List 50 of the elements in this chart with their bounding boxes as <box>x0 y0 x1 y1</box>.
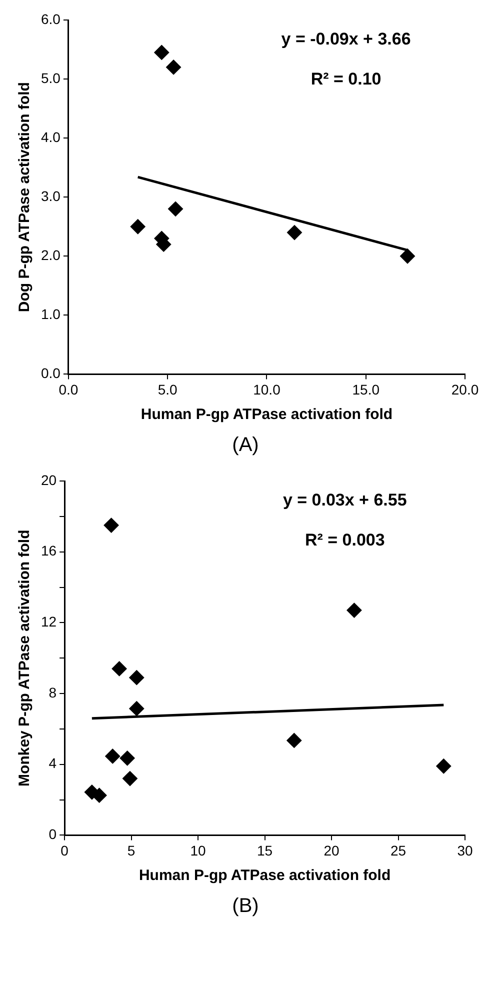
annotation: y = -0.09x + 3.66 <box>281 30 411 49</box>
x-tick-label: 20 <box>324 842 340 858</box>
text: (A) <box>231 434 260 457</box>
point <box>286 732 302 748</box>
x-tick-label: 20.0 <box>451 381 479 398</box>
x-tick-label: 10 <box>190 842 206 858</box>
y-tick-label: 8 <box>48 684 57 700</box>
point <box>105 748 120 764</box>
y-tick-label: 16 <box>40 542 57 559</box>
text: (B) <box>231 895 260 918</box>
point <box>154 44 170 60</box>
x-tick-label: 30 <box>457 842 473 858</box>
y-axis-title: Dog P-gp ATPase activation fold <box>16 82 34 312</box>
y-tick-label: 6.0 <box>40 10 61 27</box>
point <box>129 670 144 686</box>
point <box>168 201 184 216</box>
x-tick-label: 0.0 <box>58 381 78 398</box>
y-tick-label: 2.0 <box>40 246 61 263</box>
y-tick-label: 0.0 <box>40 365 61 382</box>
x-tick-label: 15.0 <box>352 381 380 398</box>
point <box>166 60 182 75</box>
y-tick-label: 3.0 <box>40 188 61 204</box>
point <box>122 771 138 786</box>
y-tick-label: 5.0 <box>40 70 61 86</box>
x-tick-label: 5.0 <box>158 381 178 398</box>
annotation: R² = 0.003 <box>304 530 385 550</box>
x-tick-label: 25 <box>390 842 406 858</box>
y-tick-label: 4 <box>48 755 57 772</box>
y-axis-title: Monkey P-gp ATPase activation fold <box>16 530 34 786</box>
point <box>400 248 415 264</box>
annotation: R² = 0.10 <box>310 70 382 89</box>
y-tick-label: 4.0 <box>40 128 61 145</box>
point <box>112 661 127 676</box>
point <box>104 518 119 533</box>
y-tick-label: 12 <box>40 614 57 630</box>
x-tick-label: 5 <box>127 842 136 858</box>
x-tick-label: 10.0 <box>253 381 281 398</box>
x-axis-title: Human P-gp ATPase activation fold <box>138 867 391 884</box>
point <box>120 750 135 766</box>
point <box>130 219 146 234</box>
x-axis-title: Human P-gp ATPase activation fold <box>140 406 393 424</box>
point <box>436 758 452 774</box>
y-tick-label: 20 <box>40 472 57 488</box>
point <box>346 602 362 618</box>
point <box>286 225 302 240</box>
y-tick-label: 1.0 <box>40 306 61 322</box>
y-tick-label: 0 <box>48 826 57 842</box>
annotation: y = 0.03x + 6.55 <box>282 490 407 510</box>
point <box>129 701 144 716</box>
x-tick-label: 15 <box>256 842 273 858</box>
